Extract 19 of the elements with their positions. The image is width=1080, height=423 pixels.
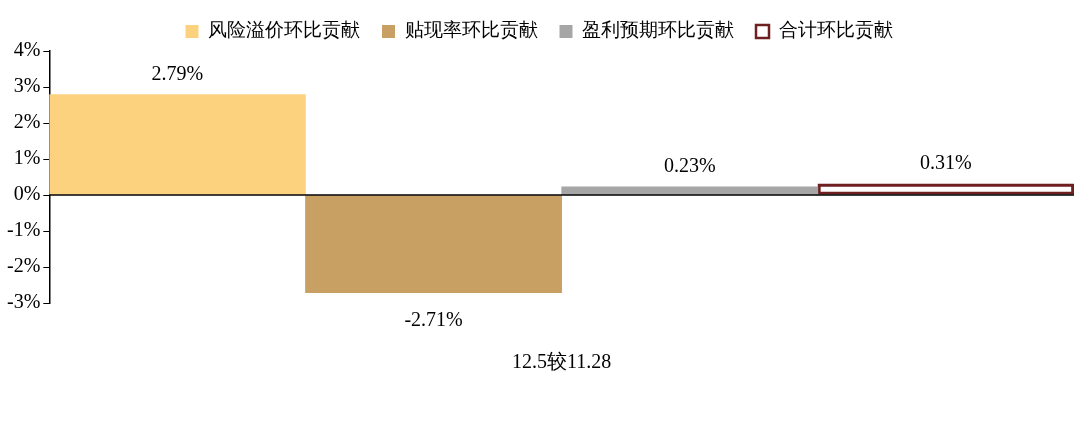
y-tick-label: 4%: [13, 38, 41, 61]
y-tick-label: 1%: [13, 146, 41, 169]
y-tick-label: 3%: [13, 74, 41, 97]
data-label: 0.23%: [663, 153, 716, 176]
y-tick-label: -1%: [6, 218, 41, 241]
bar: [49, 94, 306, 195]
legend-label: 风险溢价环比贡献: [208, 18, 360, 41]
legend-label: 盈利预期环比贡献: [582, 18, 734, 41]
y-tick-label: 2%: [13, 110, 41, 133]
x-tick-label: 12.5较11.28: [512, 350, 612, 373]
data-label: 2.79%: [151, 61, 204, 84]
legend-label: 合计环比贡献: [778, 18, 893, 41]
y-tick-label: -2%: [6, 254, 41, 277]
y-tick-label: -3%: [6, 290, 41, 313]
bar: [305, 195, 562, 293]
legend-label: 贴现率环比贡献: [404, 18, 538, 41]
data-label: -2.71%: [404, 307, 463, 330]
data-label: 0.31%: [920, 151, 972, 174]
y-tick-label: 0%: [13, 182, 41, 205]
